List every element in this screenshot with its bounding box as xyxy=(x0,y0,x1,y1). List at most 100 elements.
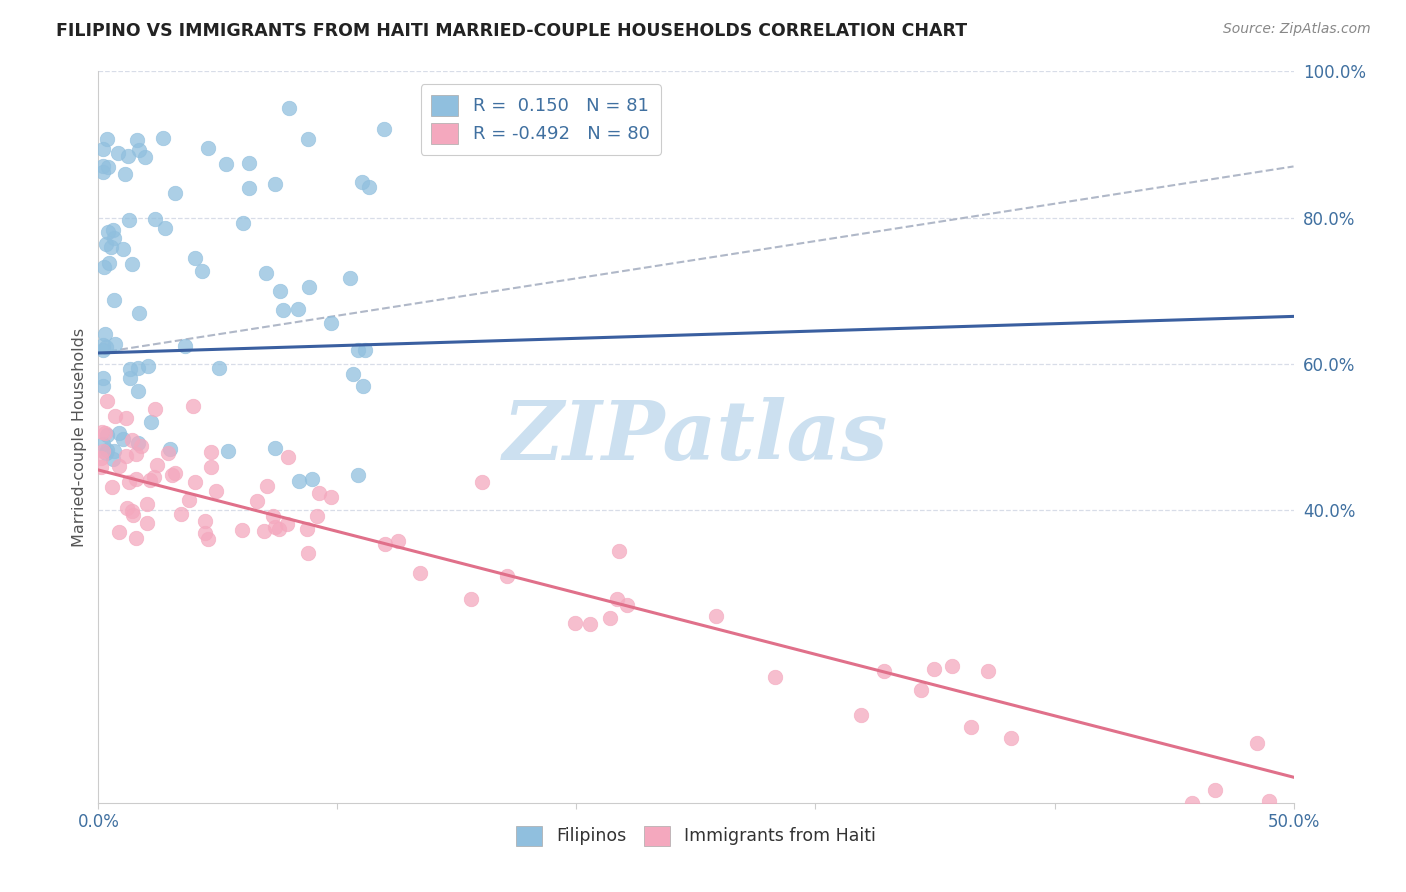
Point xyxy=(134,150,156,164)
Point xyxy=(267,522,290,536)
Point xyxy=(205,483,228,498)
Point xyxy=(319,490,342,504)
Point xyxy=(353,343,375,357)
Point xyxy=(200,460,222,475)
Point xyxy=(111,242,134,256)
Point xyxy=(263,441,285,455)
Point xyxy=(357,180,380,194)
Point xyxy=(200,445,222,459)
Point xyxy=(136,516,159,530)
Point xyxy=(165,186,187,201)
Point xyxy=(496,568,519,582)
Point xyxy=(135,497,157,511)
Point xyxy=(194,526,217,541)
Point xyxy=(262,508,284,523)
Point xyxy=(100,240,122,254)
Point xyxy=(115,410,138,425)
Point xyxy=(373,121,395,136)
Point xyxy=(91,338,114,352)
Point xyxy=(564,616,586,631)
Point xyxy=(305,509,328,524)
Point xyxy=(976,664,998,678)
Point xyxy=(616,598,638,612)
Point xyxy=(165,466,187,480)
Point xyxy=(276,516,298,531)
Point xyxy=(160,468,183,483)
Point xyxy=(194,515,217,529)
Point xyxy=(287,301,309,316)
Point xyxy=(128,306,150,320)
Point xyxy=(97,226,120,240)
Point xyxy=(97,256,120,270)
Point xyxy=(197,532,219,546)
Point xyxy=(238,180,260,194)
Point xyxy=(107,426,129,441)
Legend: Filipinos, Immigrants from Haiti: Filipinos, Immigrants from Haiti xyxy=(509,819,883,853)
Point xyxy=(152,131,174,145)
Point xyxy=(125,472,148,486)
Point xyxy=(125,133,148,147)
Point xyxy=(121,504,143,518)
Point xyxy=(91,165,114,179)
Point xyxy=(263,177,285,191)
Point xyxy=(156,446,179,460)
Point xyxy=(91,437,114,451)
Point xyxy=(339,270,361,285)
Point xyxy=(579,616,602,631)
Point xyxy=(184,252,207,266)
Point xyxy=(91,425,114,440)
Point xyxy=(253,524,276,539)
Point xyxy=(607,544,630,558)
Point xyxy=(599,611,621,625)
Point xyxy=(873,664,896,678)
Point xyxy=(1000,731,1022,745)
Text: Source: ZipAtlas.com: Source: ZipAtlas.com xyxy=(1223,22,1371,37)
Point xyxy=(170,508,193,522)
Point xyxy=(121,257,143,271)
Point xyxy=(301,472,323,486)
Point xyxy=(146,458,169,473)
Y-axis label: Married-couple Households: Married-couple Households xyxy=(72,327,87,547)
Point xyxy=(297,132,319,146)
Point xyxy=(231,523,253,537)
Point xyxy=(125,531,148,545)
Text: FILIPINO VS IMMIGRANTS FROM HAITI MARRIED-COUPLE HOUSEHOLDS CORRELATION CHART: FILIPINO VS IMMIGRANTS FROM HAITI MARRIE… xyxy=(56,22,967,40)
Point xyxy=(90,459,112,474)
Point xyxy=(910,683,932,698)
Point xyxy=(352,379,374,393)
Point xyxy=(269,284,291,298)
Point xyxy=(96,443,118,458)
Point xyxy=(605,592,627,607)
Point xyxy=(408,566,430,580)
Point xyxy=(127,361,149,376)
Point xyxy=(190,264,212,278)
Point xyxy=(924,662,946,676)
Point xyxy=(263,520,285,534)
Point xyxy=(96,340,118,354)
Point xyxy=(103,444,125,458)
Point xyxy=(271,302,294,317)
Point xyxy=(177,492,200,507)
Point xyxy=(297,546,319,560)
Point xyxy=(129,439,152,453)
Point xyxy=(246,494,269,508)
Point xyxy=(103,223,125,237)
Point xyxy=(139,473,162,487)
Point xyxy=(763,670,786,684)
Point xyxy=(121,434,143,448)
Point xyxy=(851,707,873,722)
Point xyxy=(103,452,125,467)
Point xyxy=(93,260,115,274)
Point xyxy=(103,409,125,423)
Point xyxy=(1258,794,1281,808)
Point xyxy=(122,508,145,522)
Point xyxy=(232,216,254,230)
Point xyxy=(142,470,165,484)
Point xyxy=(143,211,166,226)
Point xyxy=(288,474,311,488)
Point xyxy=(136,359,159,374)
Point xyxy=(159,442,181,456)
Point xyxy=(108,459,131,474)
Point xyxy=(104,337,127,351)
Point xyxy=(91,379,114,393)
